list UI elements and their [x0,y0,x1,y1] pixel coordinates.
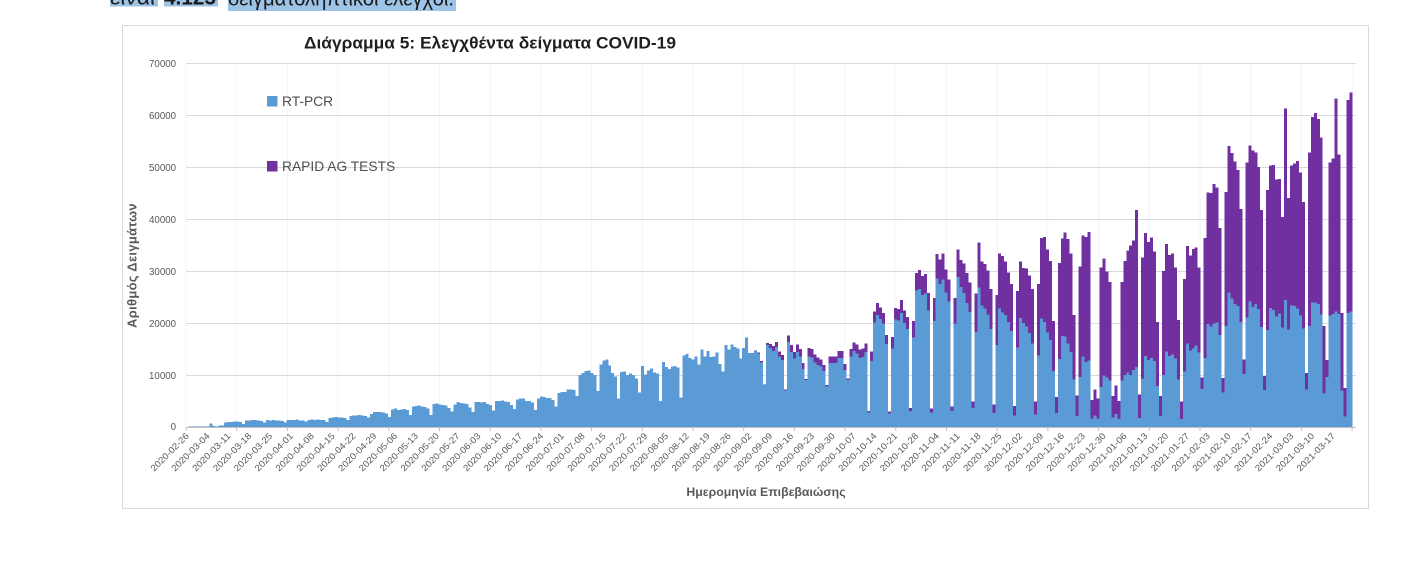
svg-text:30000: 30000 [149,267,177,278]
svg-text:10000: 10000 [149,371,177,382]
svg-text:0: 0 [171,422,177,433]
svg-text:20000: 20000 [149,319,177,330]
svg-text:Ημερομηνία Επιβεβαιώσης: Ημερομηνία Επιβεβαιώσης [686,485,845,499]
svg-text:RAPID AG TESTS: RAPID AG TESTS [282,159,395,174]
svg-text:Αριθμός Δειγμάτων: Αριθμός Δειγμάτων [125,203,140,328]
svg-text:Διάγραμμα 5: Ελεγχθέντα δείγμα: Διάγραμμα 5: Ελεγχθέντα δείγματα COVID-1… [304,35,676,53]
svg-text:50000: 50000 [149,163,177,174]
svg-text:60000: 60000 [149,111,177,122]
svg-text:70000: 70000 [149,59,177,70]
svg-text:40000: 40000 [149,215,177,226]
svg-text:RT-PCR: RT-PCR [282,94,333,109]
svg-text:δειγματοληπτικοί ελέγχοι.: δειγματοληπτικοί ελέγχοι. [228,0,454,11]
